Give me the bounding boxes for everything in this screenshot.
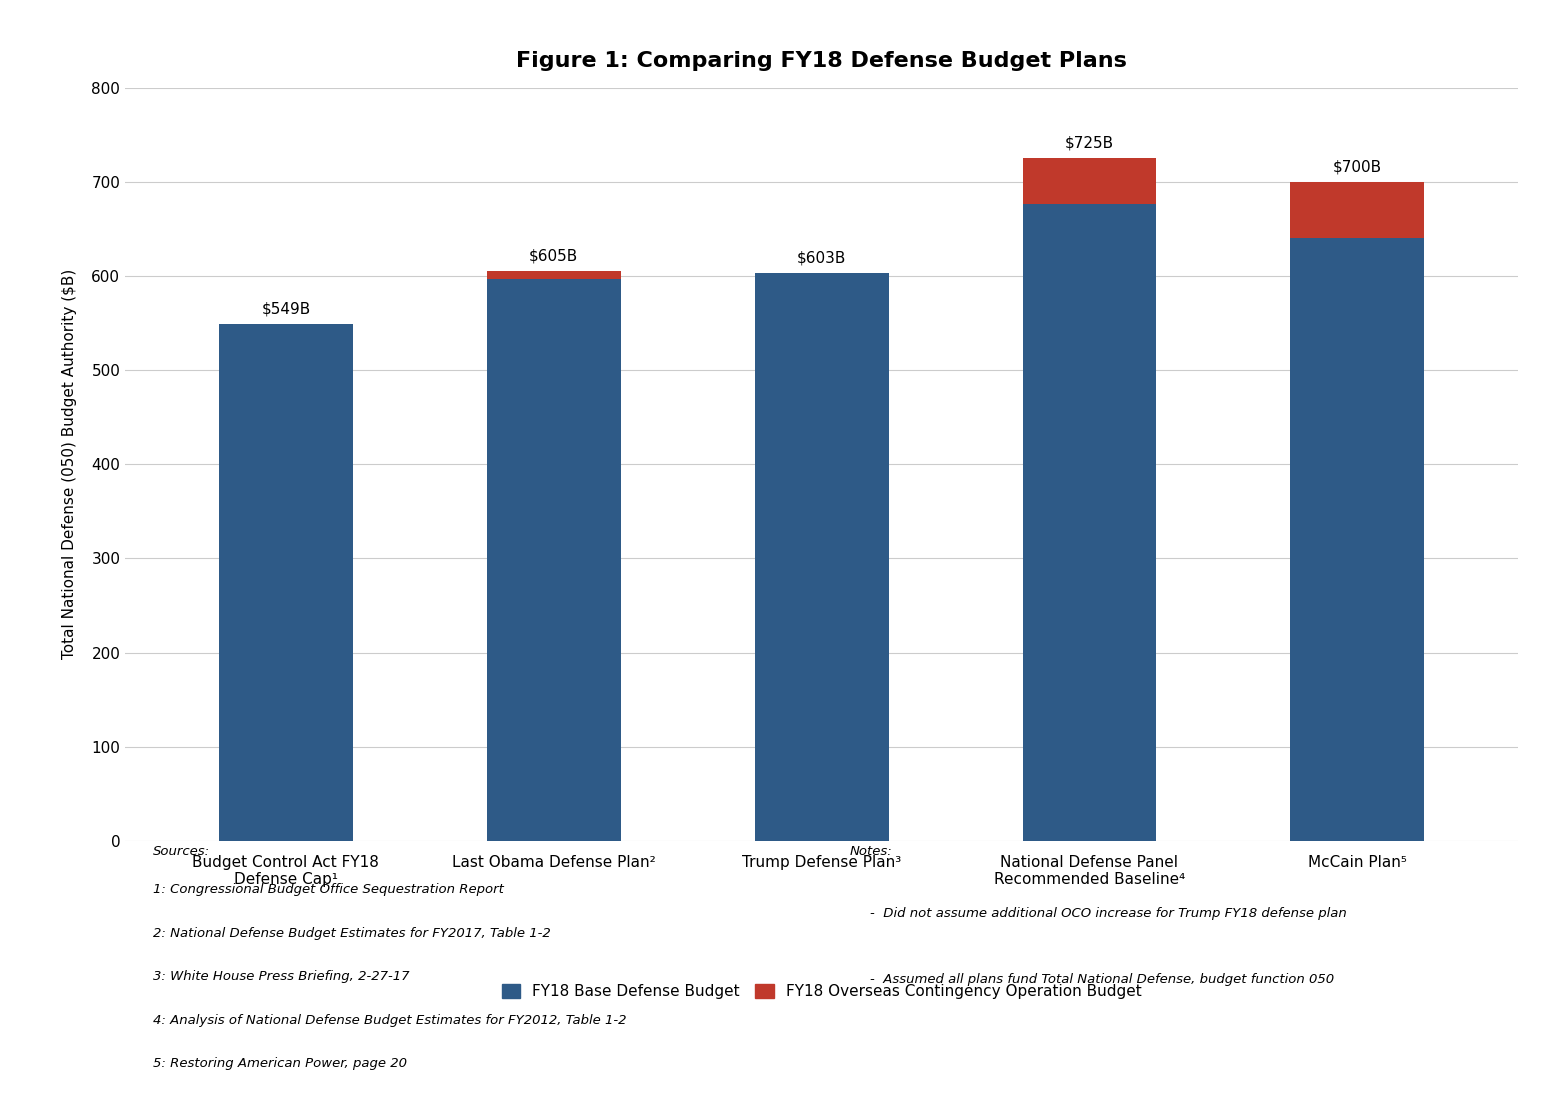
Text: 5: Restoring American Power, page 20: 5: Restoring American Power, page 20 <box>153 1057 407 1071</box>
Bar <box>219 324 352 841</box>
Text: $603B: $603B <box>797 250 847 266</box>
Text: -  Did not assume additional OCO increase for Trump FY18 defense plan: - Did not assume additional OCO increase… <box>870 907 1347 920</box>
Bar <box>754 273 889 841</box>
Bar <box>1022 158 1157 203</box>
Text: 4: Analysis of National Defense Budget Estimates for FY2012, Table 1-2: 4: Analysis of National Defense Budget E… <box>153 1013 626 1027</box>
Text: $725B: $725B <box>1064 136 1114 150</box>
Text: 2: National Defense Budget Estimates for FY2017, Table 1-2: 2: National Defense Budget Estimates for… <box>153 927 551 940</box>
Text: 1: Congressional Budget Office Sequestration Report: 1: Congressional Budget Office Sequestra… <box>153 883 504 896</box>
Bar <box>1022 203 1157 841</box>
Text: 3: White House Press Briefing, 2-27-17: 3: White House Press Briefing, 2-27-17 <box>153 971 410 983</box>
Bar <box>1291 182 1424 238</box>
Y-axis label: Total National Defense (050) Budget Authority ($B): Total National Defense (050) Budget Auth… <box>63 269 77 660</box>
Text: $605B: $605B <box>529 249 579 264</box>
Text: Sources:: Sources: <box>153 845 210 859</box>
Bar <box>1291 238 1424 841</box>
Legend: FY18 Base Defense Budget, FY18 Overseas Contingency Operation Budget: FY18 Base Defense Budget, FY18 Overseas … <box>502 984 1141 999</box>
Text: -  Assumed all plans fund Total National Defense, budget function 050: - Assumed all plans fund Total National … <box>870 973 1335 986</box>
Text: Notes:: Notes: <box>850 845 892 859</box>
Bar <box>487 271 621 279</box>
Text: $549B: $549B <box>261 302 310 316</box>
Title: Figure 1: Comparing FY18 Defense Budget Plans: Figure 1: Comparing FY18 Defense Budget … <box>516 51 1127 71</box>
Bar <box>487 279 621 841</box>
Text: $700B: $700B <box>1333 159 1382 175</box>
